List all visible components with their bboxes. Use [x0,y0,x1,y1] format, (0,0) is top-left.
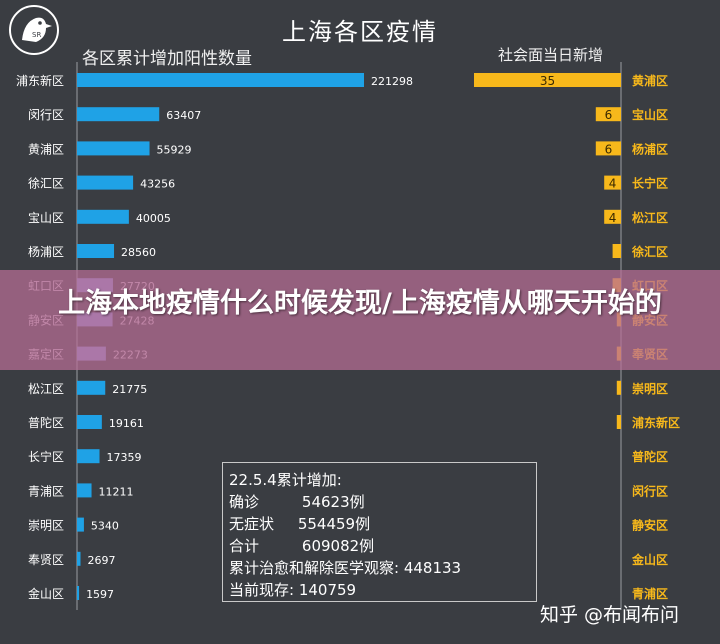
left-value-label: 19161 [109,417,144,430]
left-category-label: 杨浦区 [28,244,64,259]
left-category-label: 闵行区 [28,107,64,122]
right-value-label: 6 [605,142,613,156]
right-category-label: 青浦区 [632,586,668,601]
right-category-label: 普陀区 [632,449,668,464]
summary-note-box: 22.5.4累计增加: 确诊 54623例 无症状 554459例 合计 609… [222,462,537,602]
note-line: 无症状 554459例 [229,515,371,533]
right-value-label: 4 [609,211,617,225]
left-value-label: 28560 [121,246,156,259]
logo-text: SR [32,31,41,39]
right-category-label: 闵行区 [632,483,668,498]
left-bar [77,586,80,600]
left-category-label: 青浦区 [28,484,64,498]
right-bar [595,141,621,156]
right-category-label: 金山区 [631,552,668,567]
left-value-label: 43256 [140,178,175,191]
left-category-label: 崇明区 [28,519,64,533]
right-value-label: 35 [540,74,555,88]
right-category-label: 宝山区 [632,107,668,122]
right-category-label: 浦东新区 [632,415,680,430]
overlay-banner: 上海本地疫情什么时候发现/上海疫情从哪天开始的 [0,270,720,370]
right-value-label: 6 [605,108,613,122]
right-bar [612,244,621,258]
right-bar [474,73,621,87]
left-bar [77,483,92,498]
left-bar [77,73,364,87]
left-bar [77,107,160,122]
left-bar [77,517,84,532]
left-value-label: 5340 [91,520,119,533]
note-line: 当前现存: 140759 [229,581,357,599]
right-category-label: 杨浦区 [632,141,668,156]
right-bar [604,175,621,190]
left-value-label: 40005 [136,212,171,225]
left-bar [77,209,129,224]
left-bar [77,380,106,395]
left-bar [77,551,81,566]
note-line: 确诊 54623例 [229,493,365,511]
right-category-label: 静安区 [632,518,668,533]
left-category-label: 松江区 [28,382,64,396]
right-category-label: 松江区 [632,210,668,225]
left-bar [77,141,150,156]
right-category-label: 长宁区 [632,176,668,191]
left-value-label: 55929 [157,143,192,156]
left-panel-title: 各区累计增加阳性数量 [82,49,252,69]
left-bar [77,449,100,464]
left-value-label: 1597 [86,588,114,601]
left-value-label: 221298 [371,75,413,88]
left-category-label: 普陀区 [28,415,64,430]
banner-text: 上海本地疫情什么时候发现/上海疫情从哪天开始的 [58,288,662,319]
right-value-label: 4 [609,177,617,191]
left-category-label: 徐汇区 [28,176,64,191]
left-category-label: 金山区 [28,586,64,601]
right-bar [616,380,621,395]
left-bar [77,415,102,429]
left-category-label: 奉贤区 [28,553,64,567]
right-bar [616,415,621,429]
right-category-label: 徐汇区 [631,244,668,259]
left-category-label: 浦东新区 [16,73,64,88]
left-value-label: 21775 [112,383,147,396]
right-bar [595,107,621,122]
left-value-label: 2697 [87,554,115,567]
right-category-label: 崇明区 [632,381,668,396]
right-panel-title: 社会面当日新增 [498,46,604,64]
right-bar [604,209,621,224]
note-line: 22.5.4累计增加: [229,471,342,489]
right-category-label: 黄浦区 [632,73,668,88]
left-category-label: 宝山区 [28,211,64,225]
page-title: 上海各区疫情 [282,18,438,46]
logo-bird-icon: SR [9,5,59,55]
watermark-text: 知乎 @布闻布问 [540,604,680,626]
left-category-label: 长宁区 [28,449,64,464]
left-value-label: 11211 [99,485,134,498]
left-bar [77,175,134,190]
left-bar [77,244,115,258]
left-category-label: 黄浦区 [28,142,64,156]
note-line: 累计治愈和解除医学观察: 448133 [229,559,462,577]
note-line: 合计 609082例 [229,537,375,555]
left-value-label: 17359 [107,451,142,464]
left-value-label: 63407 [166,109,201,122]
